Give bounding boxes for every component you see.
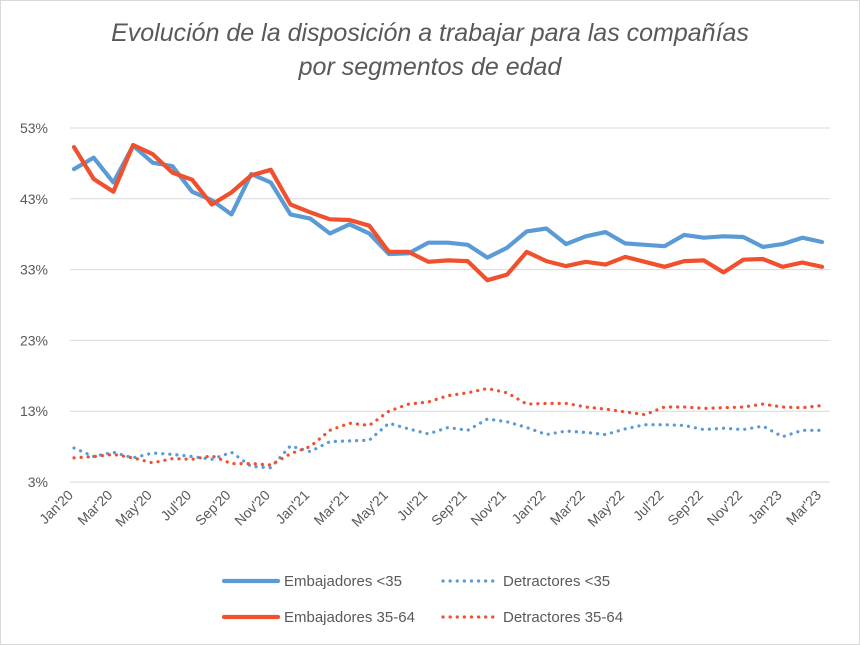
y-tick-label: 33%	[20, 262, 48, 278]
x-tick-label: May'21	[348, 487, 391, 530]
legend-label: Embajadores 35-64	[284, 609, 415, 626]
gridlines	[70, 127, 830, 483]
x-tick-label: May'22	[584, 487, 627, 530]
y-tick-label: 43%	[20, 191, 48, 207]
legend-label: Detractores 35-64	[503, 609, 623, 626]
legend-label: Embajadores <35	[284, 573, 402, 590]
x-tick-label: Mar'22	[547, 487, 588, 528]
legend: Embajadores <35 Detractores <35 Embajadore…	[221, 573, 623, 626]
x-tick-label: Jan'23	[745, 487, 785, 527]
x-tick-label: Jul'22	[630, 487, 667, 524]
chart-title-line-1: Evolución de la disposición a trabajar p…	[111, 19, 749, 47]
series-line-embajadores-35	[71, 143, 825, 260]
x-tick-label: Jan'22	[508, 487, 548, 527]
x-tick-label: Jul'20	[157, 487, 194, 524]
x-tick-label: Nov'20	[231, 487, 273, 529]
legend-label: Detractores <35	[503, 573, 610, 590]
x-tick-label: Sep'20	[192, 487, 234, 529]
y-tick-label: 53%	[20, 120, 48, 136]
x-tick-label: Sep'22	[664, 487, 706, 529]
x-tick-label: Jan'21	[272, 487, 312, 527]
y-tick-label: 3%	[28, 474, 48, 490]
y-axis: 53% 43% 33% 23% 13% 3%	[20, 120, 48, 490]
y-tick-label: 13%	[20, 403, 48, 419]
series-layer	[71, 142, 825, 470]
series-line-detractores-35-64	[72, 386, 824, 467]
x-tick-label: May'20	[112, 487, 155, 530]
x-tick-label: Mar'23	[783, 487, 824, 528]
x-tick-label: Mar'21	[310, 487, 351, 528]
x-tick-label: Sep'21	[428, 487, 470, 529]
x-tick-label: Nov'22	[704, 487, 746, 529]
chart-title: Evolución de la disposición a trabajar p…	[0, 16, 860, 84]
x-tick-label: Jul'21	[394, 487, 431, 524]
x-tick-label: Mar'20	[74, 487, 115, 528]
x-tick-label: Nov'21	[467, 487, 509, 529]
y-tick-label: 23%	[20, 332, 48, 348]
chart-title-line-2: por segmentos de edad	[298, 53, 562, 81]
series-line-embajadores-35-64	[71, 142, 825, 283]
x-tick-label: Jan'20	[36, 487, 76, 527]
